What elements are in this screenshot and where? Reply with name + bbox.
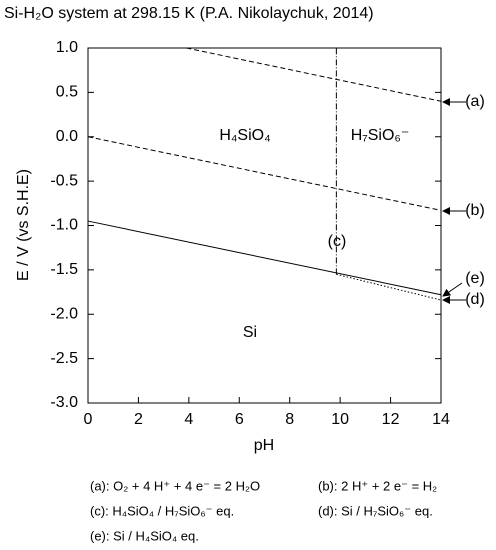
y-tick-label: -2.5 <box>50 350 78 367</box>
legend-note: (c): H₄SiO₄ / H₇SiO₆⁻ eq. <box>90 503 234 518</box>
line-annotation: (a) <box>465 93 485 110</box>
y-tick-label: 0.0 <box>56 128 78 145</box>
x-tick-label: 10 <box>331 411 349 428</box>
x-tick-label: 8 <box>285 411 294 428</box>
region-label: H₄SiO₄ <box>219 127 270 144</box>
y-tick-label: 1.0 <box>56 39 78 56</box>
x-tick-label: 2 <box>134 411 143 428</box>
legend-note: (d): Si / H₇SiO₆⁻ eq. <box>318 503 433 518</box>
line-annotation: (c) <box>328 233 347 250</box>
x-tick-label: 4 <box>184 411 193 428</box>
chart-title: Si-H₂O system at 298.15 K (P.A. Nikolayc… <box>4 5 374 22</box>
line <box>87 220 442 296</box>
y-axis-label: E / V (vs S.H.E) <box>15 169 32 281</box>
y-tick-label: 0.5 <box>56 84 78 101</box>
line-annotation: (b) <box>465 202 485 219</box>
x-axis-label: pH <box>254 437 274 454</box>
x-tick-label: 0 <box>84 411 93 428</box>
y-tick-label: -3.0 <box>50 394 78 411</box>
region-label: H₇SiO₆⁻ <box>351 127 410 144</box>
line <box>186 47 442 102</box>
y-tick-label: -1.5 <box>50 261 78 278</box>
line <box>87 136 442 211</box>
y-tick-label: -2.0 <box>50 305 78 322</box>
legend-note: (b): 2 H⁺ + 2 e⁻ = H₂ <box>318 478 437 493</box>
x-tick-label: 12 <box>382 411 400 428</box>
annotation-arrow <box>442 282 463 297</box>
region-label: Si <box>243 324 257 341</box>
y-tick-label: -0.5 <box>50 172 78 189</box>
x-tick-label: 14 <box>432 411 450 428</box>
x-tick-label: 6 <box>235 411 244 428</box>
line-annotation: (e) <box>465 270 485 287</box>
plot-frame <box>87 47 442 404</box>
line-annotation: (d) <box>465 291 485 308</box>
y-tick-label: -1.0 <box>50 217 78 234</box>
legend-note: (a): O₂ + 4 H⁺ + 4 e⁻ = 2 H₂O <box>90 478 260 493</box>
line <box>336 273 442 301</box>
legend-note: (e): Si / H₄SiO₄ eq. <box>90 528 199 543</box>
